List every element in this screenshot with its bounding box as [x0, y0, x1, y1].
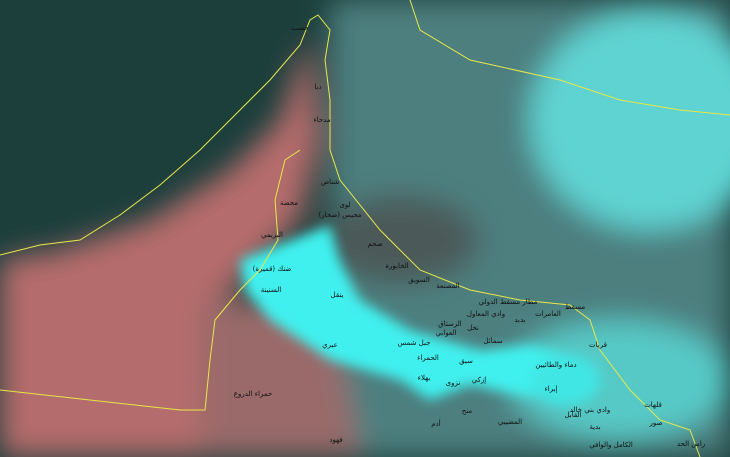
- cloud-east: [530, 10, 730, 230]
- place-label-kamil: الكامل والوافي: [589, 441, 633, 449]
- place-label-quriyat: قريات: [589, 341, 607, 349]
- place-label-samail: سمائل: [483, 337, 503, 345]
- place-label-musanaah: المصنعة: [436, 282, 460, 290]
- place-label-fahud: فهود: [329, 436, 343, 444]
- place-label-sur: صور: [649, 419, 663, 427]
- place-label-nakhal: نخل: [467, 324, 479, 332]
- place-label-suwaiq: السويق: [408, 276, 430, 284]
- place-label-muscat_airport: مطار مسقط الدولي: [478, 298, 538, 306]
- place-label-sinaw_suq: سيق: [459, 357, 473, 365]
- place-label-yanqul: ينقل: [330, 291, 344, 299]
- place-label-nizwa: نزوى: [445, 379, 461, 387]
- place-label-saham: صحم: [367, 240, 383, 248]
- iran-coast: [409, 0, 730, 116]
- land-red: [0, 40, 320, 457]
- uae-coastline: [0, 14, 701, 457]
- place-label-madha: مدحاء: [313, 116, 331, 124]
- place-label-ibra: إبراء: [544, 385, 558, 393]
- oman-border: [0, 149, 301, 411]
- place-label-qalhat: قلهات: [644, 401, 662, 409]
- place-label-hamra_durou: حمراء الدروع: [233, 390, 273, 398]
- place-label-muscat: مسقط: [564, 303, 586, 311]
- cloud-southeast: [510, 320, 730, 440]
- place-label-izki: إزكي: [471, 376, 487, 384]
- place-label-jebel_shams: جبل شمس: [397, 339, 431, 347]
- place-label-sunaynah: السنينة: [260, 286, 282, 294]
- place-label-bidiyah: بدية: [589, 423, 601, 431]
- place-label-hamra: الحمراء: [417, 354, 439, 362]
- place-label-ibri: عبري: [322, 341, 338, 349]
- place-label-wadi_bani_khalid: وادي بني خالد: [569, 406, 611, 414]
- place-label-khaburah: الخابورة: [385, 262, 409, 270]
- place-label-wadi_maawil: وادي المعاول: [466, 310, 506, 318]
- place-label-mudaybi: المضيبي: [497, 418, 523, 426]
- dark-cloud-hajar: [320, 195, 480, 285]
- place-label-amerat: العامرات: [535, 310, 561, 318]
- place-label-dhank: ضنك (قميرة): [252, 265, 292, 273]
- place-label-mujays: مجيس (صحار): [318, 211, 362, 219]
- place-label-liwa: لوى: [339, 201, 351, 209]
- place-label-qabil: القابل: [564, 411, 582, 419]
- place-label-buraimi: البريمي: [261, 231, 283, 239]
- place-label-khasab: خصب: [291, 24, 309, 32]
- bright-cloud: [240, 225, 590, 400]
- place-label-dibba: دبا: [314, 83, 322, 91]
- bright-cloud-east: [530, 355, 600, 405]
- place-label-mahdah: محضة: [279, 199, 299, 207]
- place-label-awabi: العوابي: [435, 329, 457, 337]
- place-label-shinas: شناص: [320, 178, 340, 186]
- place-label-dima: دماء والطائيين: [535, 361, 577, 369]
- place-label-bahla: بهلاء: [417, 374, 431, 382]
- place-label-ras_al_hadd: راس الحد: [676, 440, 706, 448]
- place-label-manah: منح: [461, 407, 473, 415]
- place-label-adam: أدم: [431, 420, 441, 428]
- place-label-rustaq: الرستاق: [438, 320, 462, 328]
- place-label-bidbid: بدبد: [514, 316, 526, 324]
